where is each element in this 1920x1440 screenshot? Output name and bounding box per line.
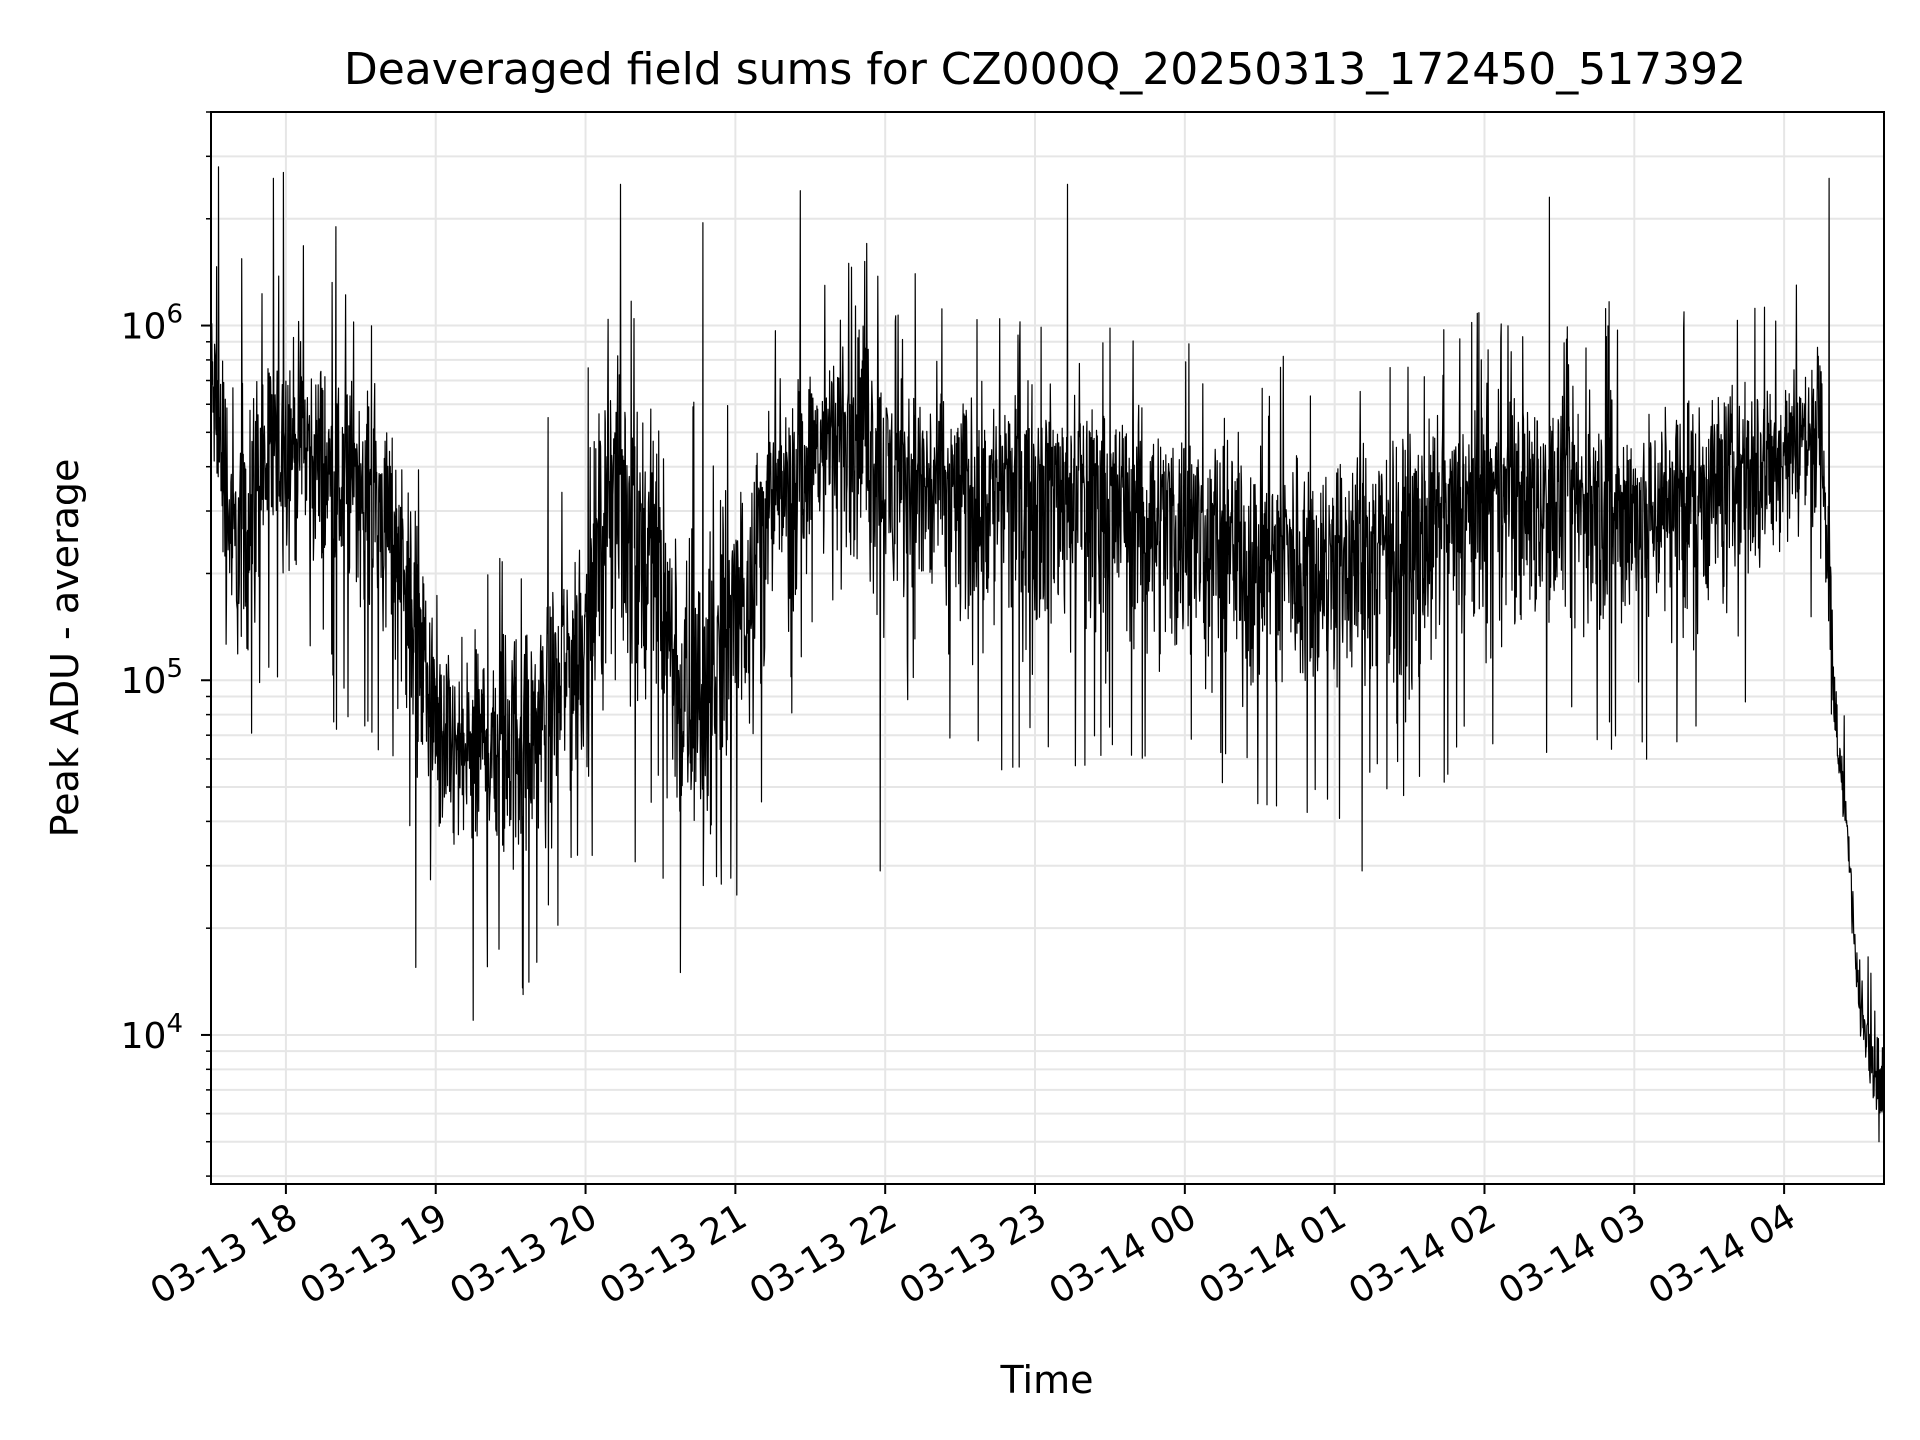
y-axis-label: Peak ADU - average	[43, 459, 87, 838]
series-line	[211, 166, 1884, 1143]
y-axis: 104 105 106	[121, 111, 211, 1177]
x-axis-label: Time	[1000, 1358, 1094, 1402]
y-tick-label: 106	[121, 300, 183, 348]
series-layer	[211, 166, 1884, 1143]
plot-frame	[210, 111, 1885, 1185]
chart-title: Deaveraged field sums for CZ000Q_2025031…	[344, 44, 1746, 95]
plot-area	[211, 166, 1884, 1143]
y-tick-label: 105	[121, 654, 183, 702]
y-tick-label: 104	[121, 1009, 183, 1057]
